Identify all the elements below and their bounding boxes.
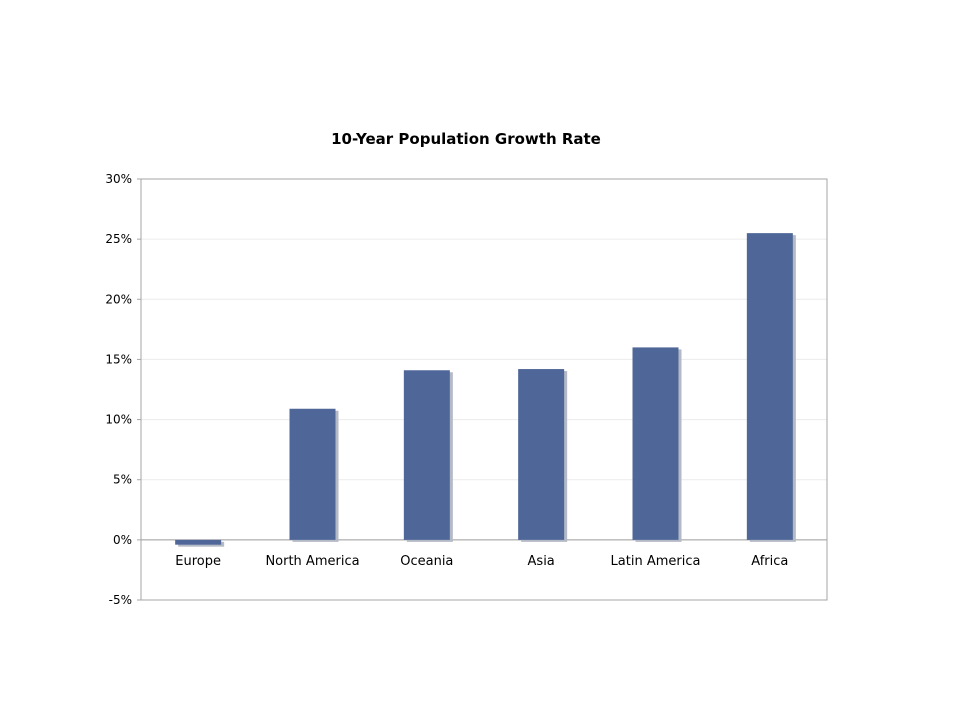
bar-oceania [403,370,450,540]
y-tick-label: 10% [105,413,132,427]
y-tick-label: 0% [113,533,132,547]
y-tick-label: 15% [105,352,132,366]
x-category-label: Africa [751,554,788,569]
bar-africa [746,233,793,540]
plot-frame [140,178,828,601]
plot-area: -5% 0% 5% 10% 15% 20% 25% 30% Europe North Americ… [105,172,828,607]
x-category-label: Latin America [611,554,701,569]
y-tick-label: 30% [105,172,132,186]
y-tick-label: -5% [109,593,132,607]
bar-latin-america [632,347,679,540]
bar-europe [175,539,222,545]
x-category-label: Asia [528,554,555,569]
x-category-label: Europe [175,554,221,569]
y-tick-label: 20% [105,292,132,306]
x-category-label: Oceania [400,554,453,569]
plot-background [141,179,827,600]
chart-title: 10-Year Population Growth Rate [331,130,601,148]
bar-asia [518,369,565,540]
y-tick-label: 25% [105,232,132,246]
bar-north-america [289,408,336,540]
y-tick-label: 5% [113,473,132,487]
x-category-label: North America [265,554,359,569]
